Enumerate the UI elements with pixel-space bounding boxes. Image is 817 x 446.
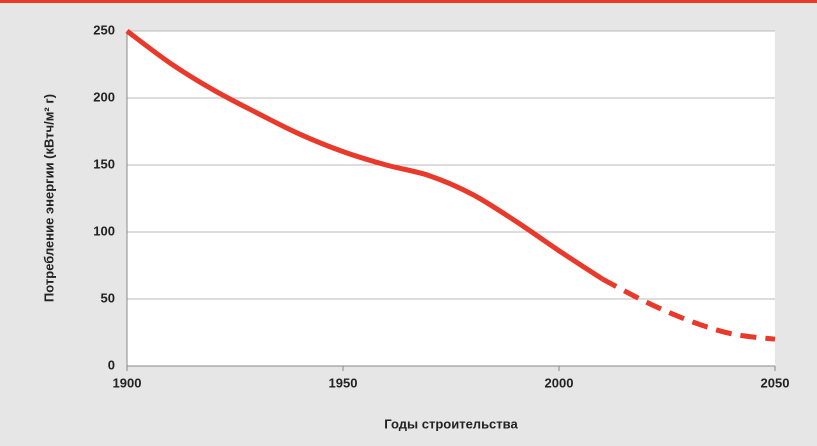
y-tick-label: 150: [93, 156, 115, 171]
x-tick-label: 2000: [545, 375, 574, 390]
y-axis-label: Потребление энергии (кВтч/м² г): [41, 94, 56, 302]
y-tick-label: 100: [93, 223, 115, 238]
top-bar: [0, 0, 817, 3]
x-tick-label: 1900: [113, 375, 142, 390]
x-axis-label: Годы строительства: [384, 416, 518, 431]
y-tick-label: 0: [108, 357, 115, 372]
y-tick-label: 50: [101, 290, 115, 305]
line-series: [125, 28, 604, 281]
plot-area: [127, 31, 775, 366]
y-tick-label: 200: [93, 89, 115, 104]
y-tick-label: 250: [93, 22, 115, 37]
line-series: [601, 276, 776, 342]
x-tick-label: 2050: [761, 375, 790, 390]
x-tick-label: 1950: [329, 375, 358, 390]
